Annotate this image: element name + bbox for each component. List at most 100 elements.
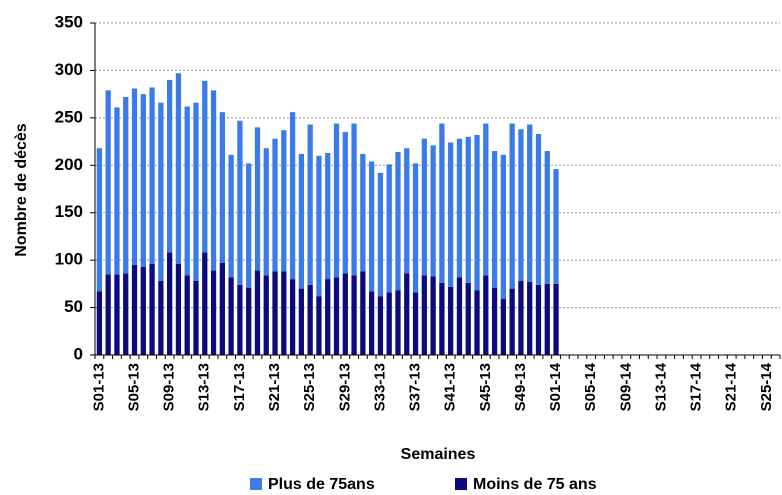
x-tick-label: S09-14 [617,362,634,411]
bar-segment [448,142,454,287]
y-tick-label: 250 [55,107,83,126]
bar-segment [509,123,515,289]
bar-segment [333,277,340,355]
bar-segment [246,287,252,355]
x-tick-label: S33-13 [371,363,388,411]
bar-segment [96,291,103,355]
bar-segment [149,263,155,355]
bar-segment [184,275,190,355]
bar-segment [307,124,313,285]
bar-segment [342,273,348,355]
bar-segment [553,283,559,355]
bar-segment [377,172,384,297]
x-tick-label: S49-13 [512,363,529,411]
bar-segment [175,73,182,264]
y-tick-label: 350 [55,12,83,31]
bar-segment [491,287,498,355]
bar-segment [298,288,305,355]
x-tick-label: S09-13 [161,363,178,411]
bar-segment [404,148,410,274]
bar-segment [316,155,322,297]
x-tick-label: S21-14 [723,362,740,411]
bar-segment [421,138,427,276]
bar-segment [535,284,542,355]
bar-segment [535,133,542,285]
bar-segment [167,252,173,355]
bar-segment [228,154,234,278]
bar-segment [333,123,340,278]
bar-segment [131,88,138,265]
bar-segment [193,102,199,282]
bar-segment [421,275,427,355]
bar-segment [456,277,463,355]
bar-segment [131,264,138,355]
bar-segment [298,153,305,289]
y-tick-label: 0 [74,344,83,363]
bar-segment [518,129,524,282]
bar-segment [210,270,217,355]
bar-segment [325,279,331,355]
bar-segment [158,102,164,282]
bar-segment [491,151,498,288]
bar-segment [544,151,550,284]
bar-segment [96,148,103,292]
y-tick-label: 200 [55,155,83,174]
bar-segment [483,123,489,276]
x-tick-label: S05-14 [582,362,599,411]
bar-segment [474,134,480,291]
bar-segment [114,107,120,275]
bar-segment [219,262,225,355]
legend-swatch [250,478,262,490]
x-tick-label: S21-13 [266,363,283,411]
x-tick-label: S01-13 [90,363,107,411]
x-tick-label: S13-14 [652,362,669,411]
legend-swatch [455,478,467,490]
y-tick-label: 300 [55,60,83,79]
bar-segment [149,87,155,264]
x-tick-label: S37-13 [407,363,424,411]
bar-segment [123,273,129,355]
bar-segment [439,123,445,283]
y-tick-label: 50 [64,297,83,316]
x-tick-label: S17-13 [231,363,248,411]
bar-segment [272,271,278,355]
x-tick-label: S13-13 [196,363,213,411]
bar-segment [237,120,243,285]
bar-segment [289,112,296,280]
y-tick-label: 150 [55,202,83,221]
bar-segment [167,79,173,253]
bar-segment [351,275,357,355]
bar-segment [360,271,366,355]
bar-segment [360,153,366,272]
bar-segment [430,276,436,355]
bar-segment [254,270,261,355]
bar-segment [140,94,146,267]
bar-segment [500,154,506,300]
bar-segment [474,290,480,355]
x-tick-label: S25-14 [758,362,775,411]
bar-segment [377,296,384,355]
bar-segment [369,161,375,292]
legend-label: Plus de 75ans [268,476,375,493]
bar-segment [456,138,463,278]
bar-segment [483,275,489,355]
bar-segment [386,292,392,355]
bar-segment [553,169,559,284]
bar-segment [307,284,313,355]
bar-segment [105,274,111,355]
bar-segment [465,282,471,355]
bar-segment [237,284,243,355]
legend-label: Moins de 75 ans [473,476,597,493]
bar-segment [158,281,164,355]
bar-segment [316,296,322,355]
bar-segment [342,132,348,274]
bar-segment [281,130,287,272]
bar-segment [263,148,269,276]
x-tick-label: S29-13 [336,363,353,411]
bar-segment [527,281,533,355]
bar-segment [123,96,129,274]
bar-segment [210,90,217,271]
x-tick-label: S17-14 [688,362,705,411]
bar-segment [289,279,296,355]
